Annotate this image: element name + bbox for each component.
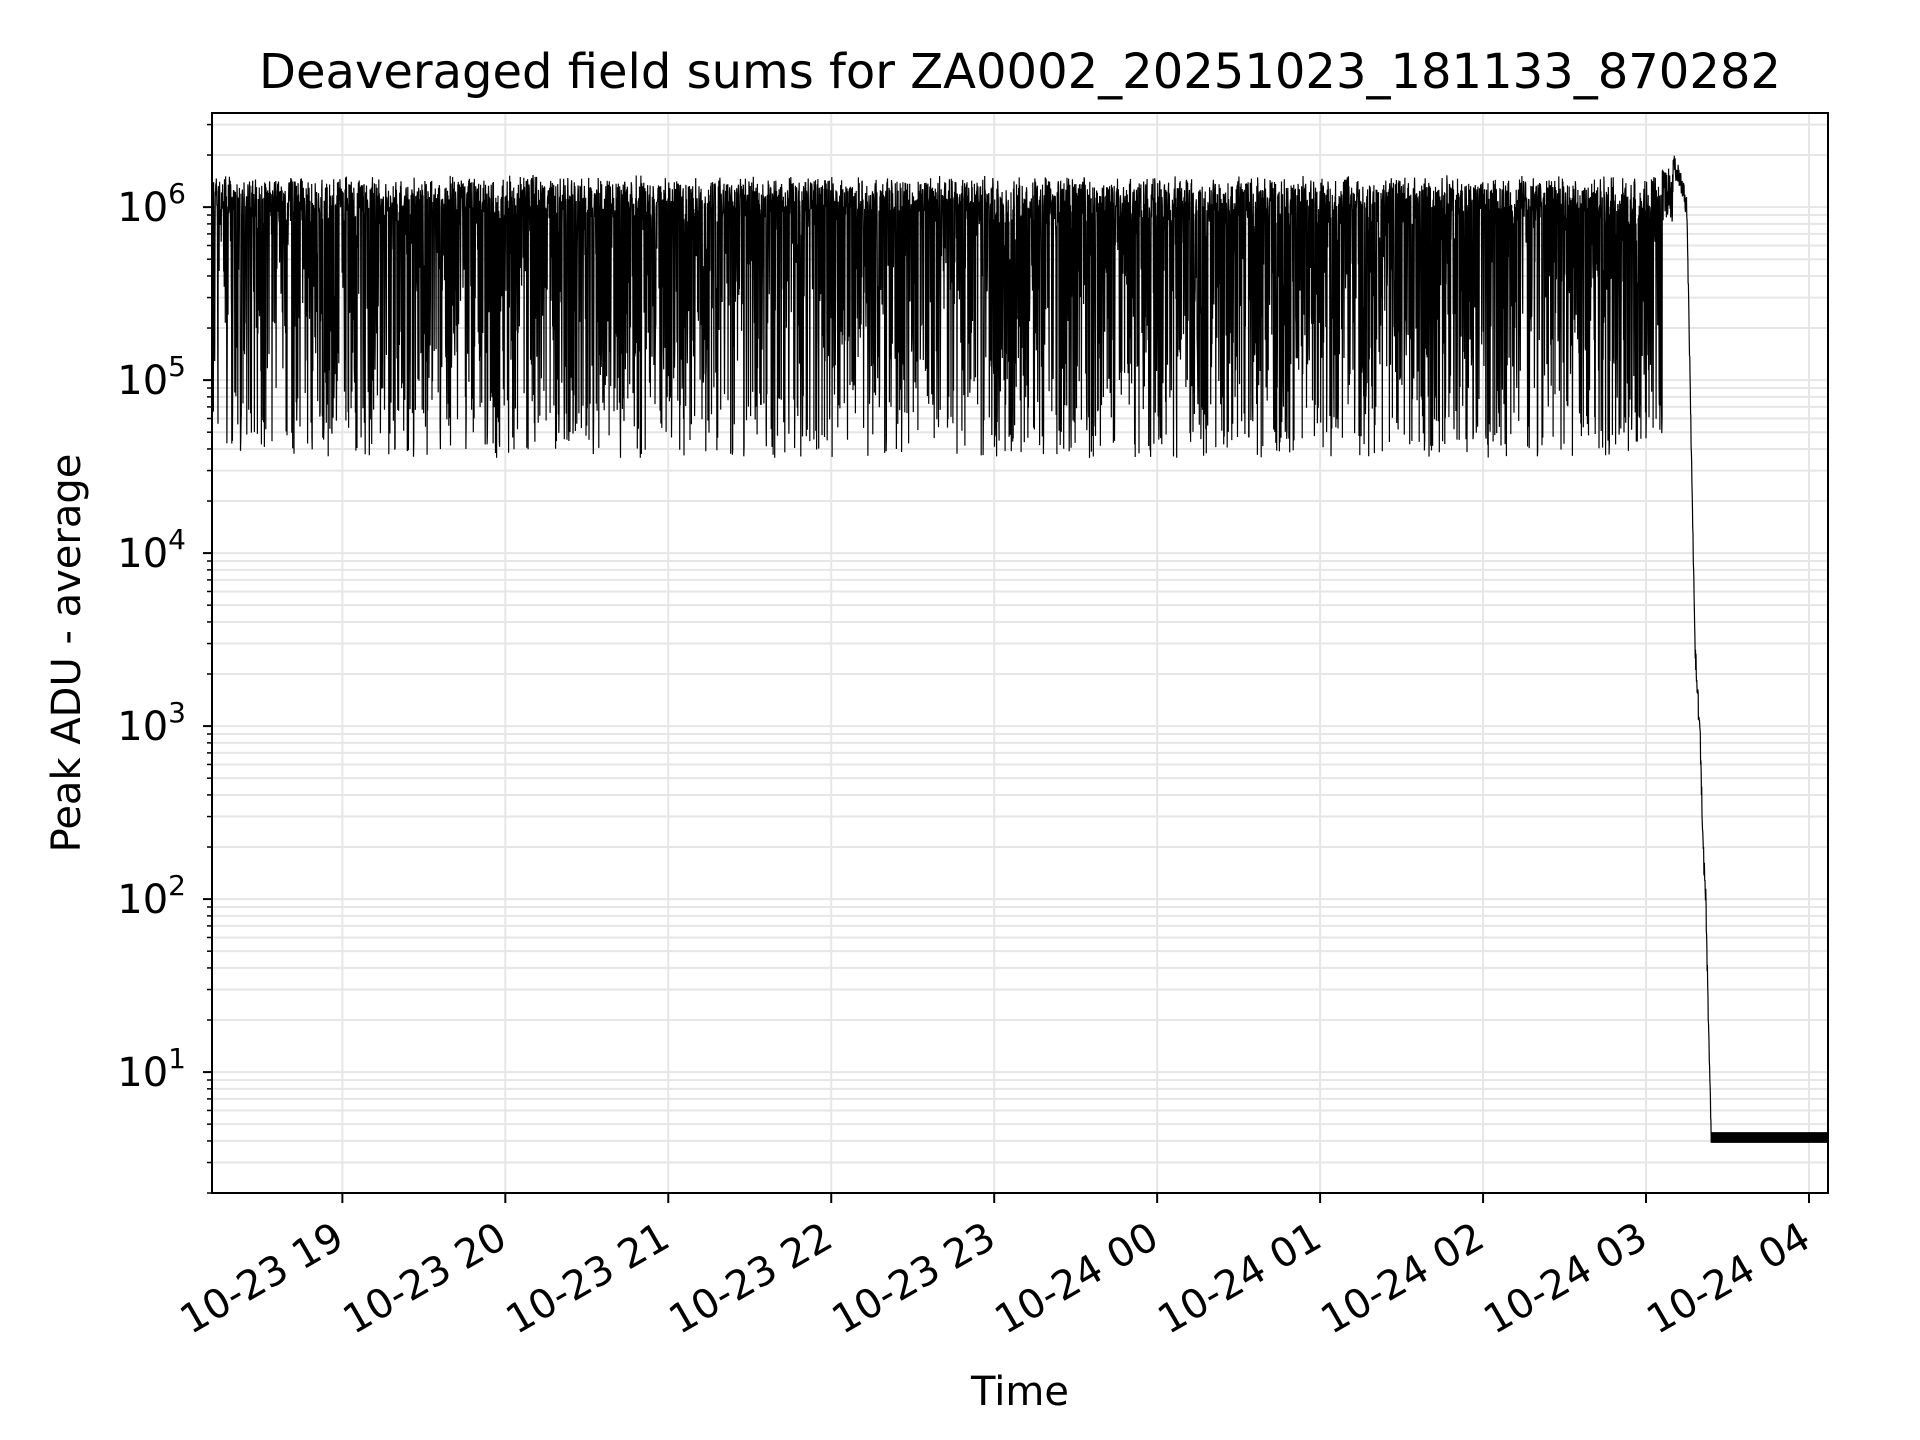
series-line — [212, 155, 1828, 1143]
x-axis-label: Time — [970, 1369, 1069, 1415]
chart-title: Deaveraged field sums for ZA0002_2025102… — [259, 44, 1781, 100]
y-tick-label: 106 — [117, 177, 186, 231]
y-tick-label: 104 — [117, 523, 186, 577]
y-tick-label: 105 — [117, 350, 186, 404]
y-tick-label: 103 — [117, 696, 186, 750]
grid — [212, 113, 1828, 1194]
y-tick-label: 102 — [117, 869, 186, 923]
plot-frame — [211, 112, 1829, 1194]
data-layer — [212, 155, 1828, 1143]
y-axis-label: Peak ADU - average — [44, 454, 90, 853]
y-tick-label: 101 — [117, 1042, 186, 1096]
y-axis-ticks: 101 102 103 104 105 106 — [117, 123, 212, 1194]
